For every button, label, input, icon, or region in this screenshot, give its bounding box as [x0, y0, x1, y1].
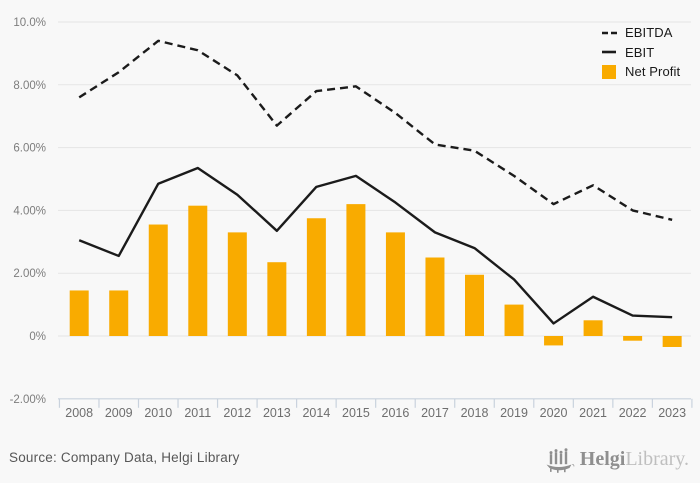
legend-label: EBIT — [625, 44, 655, 60]
source-caption: Source: Company Data, Helgi Library — [9, 450, 240, 465]
bar-net-profit-2011 — [188, 205, 208, 336]
x-axis-label: 2018 — [461, 406, 489, 420]
bar-net-profit-2021 — [583, 320, 603, 336]
bar-net-profit-2014 — [306, 218, 326, 336]
bar-net-profit-2016 — [385, 232, 405, 336]
x-axis-label: 2010 — [144, 406, 172, 420]
x-axis-label: 2020 — [540, 406, 568, 420]
x-axis-label: 2016 — [382, 406, 410, 420]
x-axis-label: 2015 — [342, 406, 370, 420]
legend-label: EBITDA — [625, 25, 673, 41]
x-axis-label: 2014 — [302, 406, 330, 420]
bar-net-profit-2019 — [504, 304, 524, 336]
orange-square-icon — [602, 64, 619, 79]
logo-text-helgi: Helgi — [579, 447, 626, 470]
x-axis-label: 2008 — [65, 406, 93, 420]
x-axis-label: 2022 — [619, 406, 647, 420]
y-axis-label: 2.00% — [13, 268, 46, 280]
line-ebitda — [78, 39, 673, 221]
legend-item-ebitda: EBITDA — [602, 25, 680, 41]
bar-net-profit-2018 — [465, 274, 484, 336]
x-axis-label: 2013 — [263, 406, 291, 420]
bar-net-profit-2013 — [267, 262, 287, 336]
x-axis-label: 2011 — [184, 406, 211, 420]
logo-text-library: Library. — [625, 447, 689, 470]
dashed-line-icon — [602, 31, 619, 35]
profitability-chart: 10.0% 8.00% 6.00% 4.00% 2.00% 0% -2.00% 2008 200… — [10, 17, 693, 420]
bar-net-profit-2017 — [425, 257, 445, 336]
x-axis-label: 2019 — [500, 406, 528, 420]
y-axis-label: -2.00% — [10, 394, 46, 406]
bar-net-profit-2012 — [227, 232, 247, 336]
helgi-ship-icon — [546, 448, 575, 473]
legend-label: Net Profit — [625, 64, 681, 80]
solid-line-icon — [602, 50, 619, 54]
y-axis-label: 0% — [29, 331, 46, 343]
bar-net-profit-2008 — [69, 290, 89, 336]
bar-net-profit-2022 — [623, 336, 643, 341]
x-axis-label: 2023 — [658, 406, 686, 420]
x-axis-label: 2017 — [421, 406, 449, 420]
bar-net-profit-2015 — [346, 204, 366, 336]
x-axis-label: 2012 — [223, 406, 251, 420]
y-axis-label: 10.0% — [13, 17, 46, 29]
line-ebit — [78, 166, 673, 325]
y-axis-label: 6.00% — [13, 143, 46, 155]
bar-net-profit-2009 — [109, 290, 129, 336]
bar-net-profit-2023 — [662, 336, 682, 347]
chart-legend: EBITDA EBIT Net Profit — [602, 25, 680, 80]
legend-item-net-profit: Net Profit — [602, 64, 680, 80]
x-axis-label: 2009 — [105, 406, 133, 420]
bar-net-profit-2010 — [148, 224, 168, 336]
y-axis-label: 8.00% — [13, 80, 46, 92]
bar-net-profit-2020 — [544, 336, 564, 346]
y-axis-label: 4.00% — [13, 205, 46, 217]
legend-item-ebit: EBIT — [602, 45, 680, 61]
helgi-library-logo: Helgi Library. — [545, 444, 689, 473]
x-axis-label: 2021 — [579, 406, 607, 420]
